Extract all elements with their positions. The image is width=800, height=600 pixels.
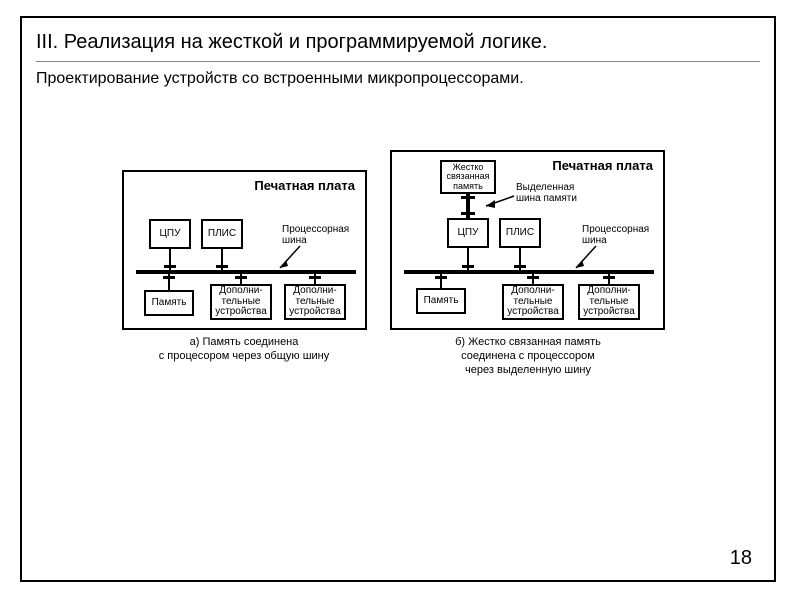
cap xyxy=(461,196,475,199)
cap xyxy=(527,276,539,279)
cap xyxy=(435,276,447,279)
box-dev1-b: Дополни-тельныеустройства xyxy=(502,284,564,320)
panel-a-title: Печатная плата xyxy=(254,178,355,193)
page-number: 18 xyxy=(730,547,752,570)
box-dev1-a: Дополни-тельныеустройства xyxy=(210,284,272,320)
slide-frame: III. Реализация на жесткой и программиру… xyxy=(20,16,776,582)
box-memory-b: Память xyxy=(416,288,466,314)
header: III. Реализация на жесткой и программиру… xyxy=(22,18,774,94)
bus-label-a: Процессорнаяшина xyxy=(282,224,362,246)
box-tightmem-b: Жесткосвязаннаяпамять xyxy=(440,160,496,194)
panel-b: Печатная плата Жесткосвязаннаяпамять ЦПУ… xyxy=(390,150,665,330)
arrow-icon xyxy=(482,192,518,210)
slide-title: III. Реализация на жесткой и программиру… xyxy=(36,30,760,55)
box-cpu-b: ЦПУ xyxy=(447,218,489,248)
box-plis-a: ПЛИС xyxy=(201,219,243,249)
cap xyxy=(163,276,175,279)
arrow-icon xyxy=(274,244,304,272)
box-plis-b: ПЛИС xyxy=(499,218,541,248)
dedicated-bus-label-b: Выделеннаяшина памяти xyxy=(516,182,596,204)
cap xyxy=(235,276,247,279)
box-memory-a: Память xyxy=(144,290,194,316)
arrow-icon xyxy=(570,244,600,272)
panel-b-title: Печатная плата xyxy=(552,158,653,173)
cap xyxy=(309,276,321,279)
cap xyxy=(514,265,526,268)
slide-subtitle: Проектирование устройств со встроенными … xyxy=(36,70,760,88)
cap xyxy=(164,265,176,268)
cap xyxy=(461,212,475,215)
bus-label-b: Процессорнаяшина xyxy=(582,224,662,246)
box-dev2-b: Дополни-тельныеустройства xyxy=(578,284,640,320)
box-dev2-a: Дополни-тельныеустройства xyxy=(284,284,346,320)
caption-b: б) Жестко связанная памятьсоединена с пр… xyxy=(412,336,644,377)
cap xyxy=(603,276,615,279)
caption-a: а) Память соединенас процесором через об… xyxy=(128,336,360,364)
panel-a: Печатная плата ЦПУ ПЛИС Память Дополни-т… xyxy=(122,170,367,330)
cap xyxy=(216,265,228,268)
cap xyxy=(462,265,474,268)
box-cpu-a: ЦПУ xyxy=(149,219,191,249)
title-rule xyxy=(36,61,760,62)
